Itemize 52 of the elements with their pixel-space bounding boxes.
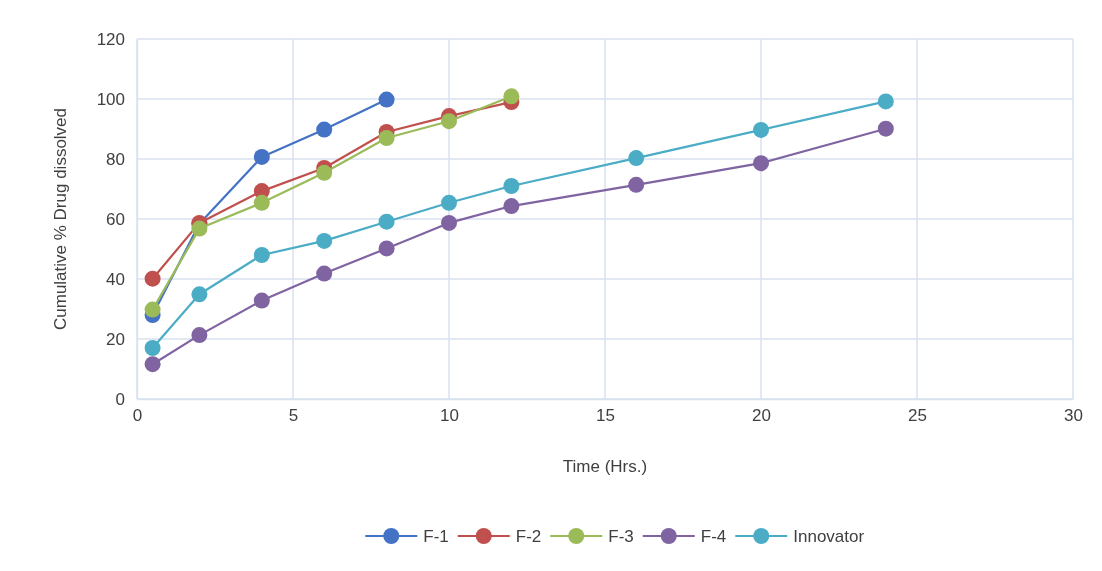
x-tick-label: 10 (440, 406, 459, 426)
legend-label: F-1 (423, 527, 449, 546)
point (503, 178, 520, 194)
y-tick-label: 120 (96, 29, 125, 49)
y-tick-label: 0 (115, 389, 125, 409)
point (144, 356, 161, 373)
point (253, 247, 270, 263)
y-tick-label: 80 (106, 149, 125, 169)
point (191, 220, 208, 237)
point (753, 121, 769, 138)
x-tick-label: 15 (596, 406, 615, 426)
point (378, 130, 395, 146)
point (253, 292, 270, 309)
legend-label: F-4 (700, 527, 727, 546)
y-tick-label: 60 (106, 209, 125, 229)
x-tick-label: 0 (132, 406, 143, 426)
legend-label: F-2 (515, 527, 542, 546)
point (253, 148, 270, 165)
y-axis-title: Cumulative % Drug dissolved (51, 107, 70, 331)
point (378, 213, 395, 230)
x-tick-label: 25 (908, 406, 927, 426)
point (144, 340, 161, 356)
point (253, 194, 270, 211)
x-tick-label: 20 (752, 406, 771, 426)
point (144, 301, 161, 318)
point (877, 93, 894, 110)
point (441, 214, 457, 231)
point (441, 194, 457, 211)
point (628, 176, 645, 193)
point (191, 286, 208, 303)
point (378, 240, 395, 257)
x-axis-title: Time (Hrs.) (562, 457, 648, 476)
y-tick-label: 20 (106, 329, 125, 349)
point (316, 164, 333, 181)
y-tick-label: 40 (106, 269, 125, 289)
x-tick-label: 5 (288, 406, 299, 426)
point (441, 113, 457, 130)
y-tick-label: 100 (96, 89, 125, 109)
point (378, 91, 395, 108)
point (316, 121, 333, 138)
point (503, 198, 520, 215)
point (628, 150, 645, 167)
point (144, 270, 161, 287)
point (503, 88, 520, 105)
point (316, 232, 333, 249)
point (753, 155, 769, 172)
point (191, 327, 208, 344)
point (316, 265, 333, 282)
point (877, 120, 894, 137)
legend-label: Innovator (793, 527, 865, 546)
x-tick-label: 30 (1064, 406, 1083, 426)
legend-label: F-3 (608, 527, 634, 546)
